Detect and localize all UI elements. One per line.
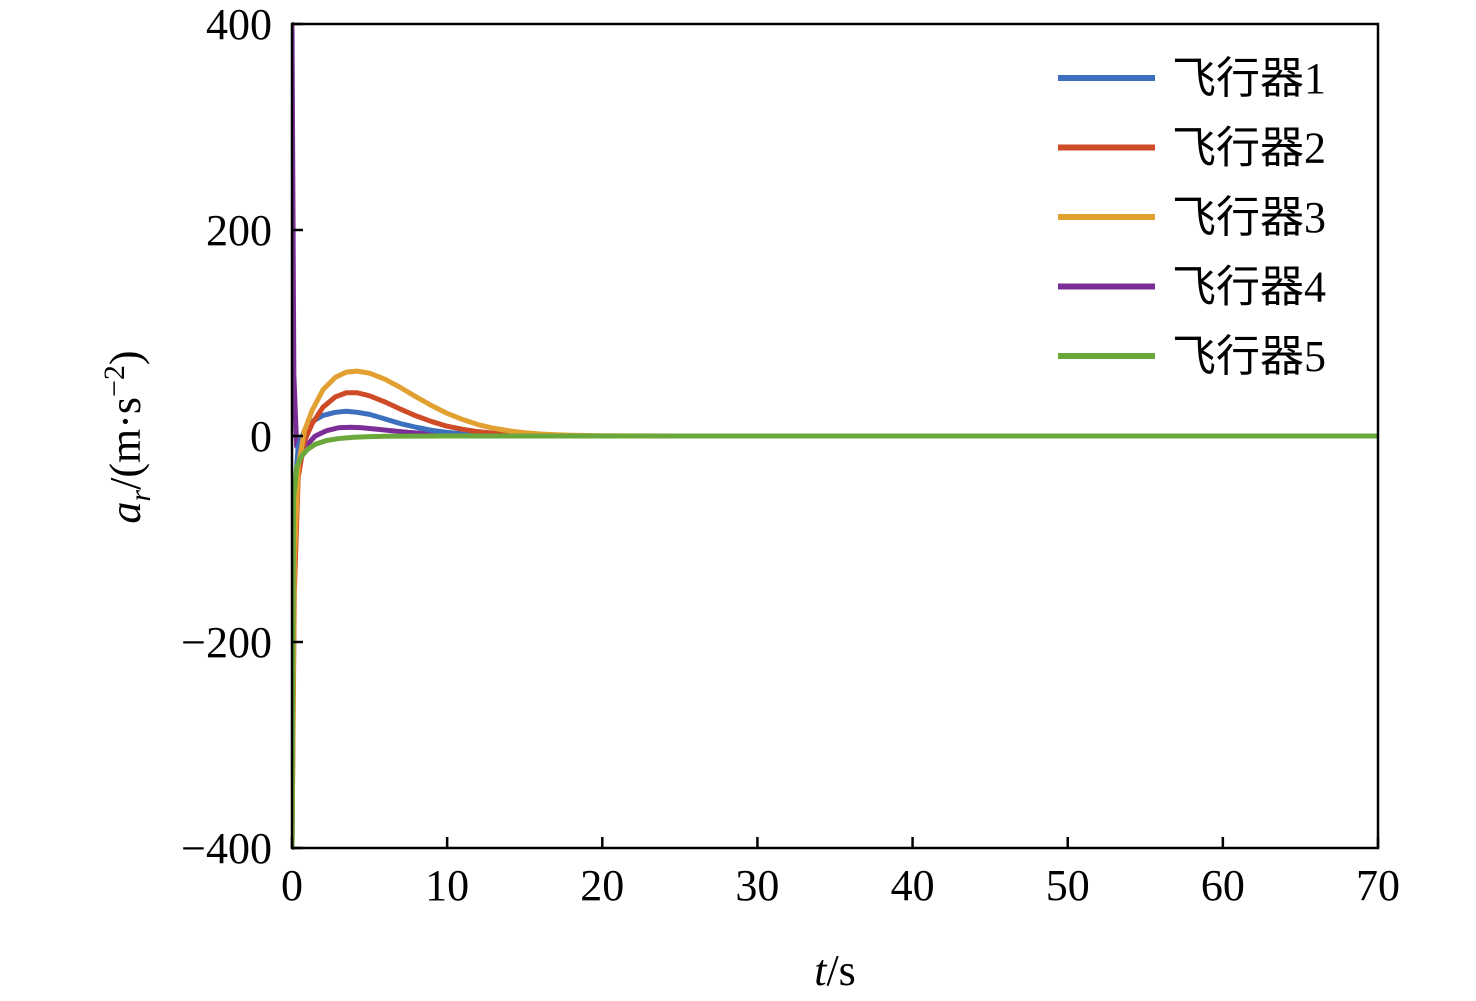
y-tick-label: 200 [206,206,272,255]
y-tick-label: −400 [181,824,272,873]
series-line-3 [292,368,1378,850]
y-tick-label: 400 [206,0,272,49]
x-tick-label: 40 [891,861,935,910]
legend: 飞行器1 飞行器2 飞行器3 飞行器4 飞行器5 [1058,54,1326,381]
y-tick-label: 0 [250,412,272,461]
series-line-2 [292,390,1378,850]
x-tick-label: 10 [425,861,469,910]
x-tick-label: 60 [1201,861,1245,910]
y-axis-label-unit-prefix: /(m·s [101,397,150,490]
x-tick-label: 0 [281,861,303,910]
x-tick-label: 30 [735,861,779,910]
y-axis-label: ar/(m·s−2) [98,350,157,523]
legend-label-4: 飞行器4 [1172,263,1326,312]
y-axis-label-sub: r [124,490,157,502]
y-tick-label: −200 [181,618,272,667]
x-axis-label: t/s [814,946,856,995]
legend-label-1: 飞行器1 [1172,54,1326,103]
x-axis-label-unit: /s [826,946,855,995]
series-line-5 [292,433,1378,850]
x-tick-label: 50 [1046,861,1090,910]
legend-label-5: 飞行器5 [1172,332,1326,381]
x-tick-label: 70 [1356,861,1400,910]
series-layer [292,22,1378,850]
y-axis-label-unit-suffix: ) [101,350,150,365]
series-line-1 [292,408,1378,850]
x-tick-label: 20 [580,861,624,910]
x-axis-label-var: t [814,946,828,995]
y-axis-label-var: a [101,502,150,524]
y-axis-label-sup: −2 [98,365,131,397]
ticks-layer: 0 10 20 30 40 50 60 70 −400 −200 0 200 400 [181,0,1400,910]
legend-label-2: 飞行器2 [1172,124,1326,173]
legend-label-3: 飞行器3 [1172,193,1326,242]
